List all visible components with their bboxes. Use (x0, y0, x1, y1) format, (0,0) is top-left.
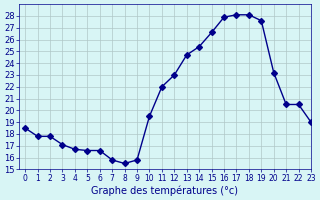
X-axis label: Graphe des températures (°c): Graphe des températures (°c) (92, 185, 238, 196)
